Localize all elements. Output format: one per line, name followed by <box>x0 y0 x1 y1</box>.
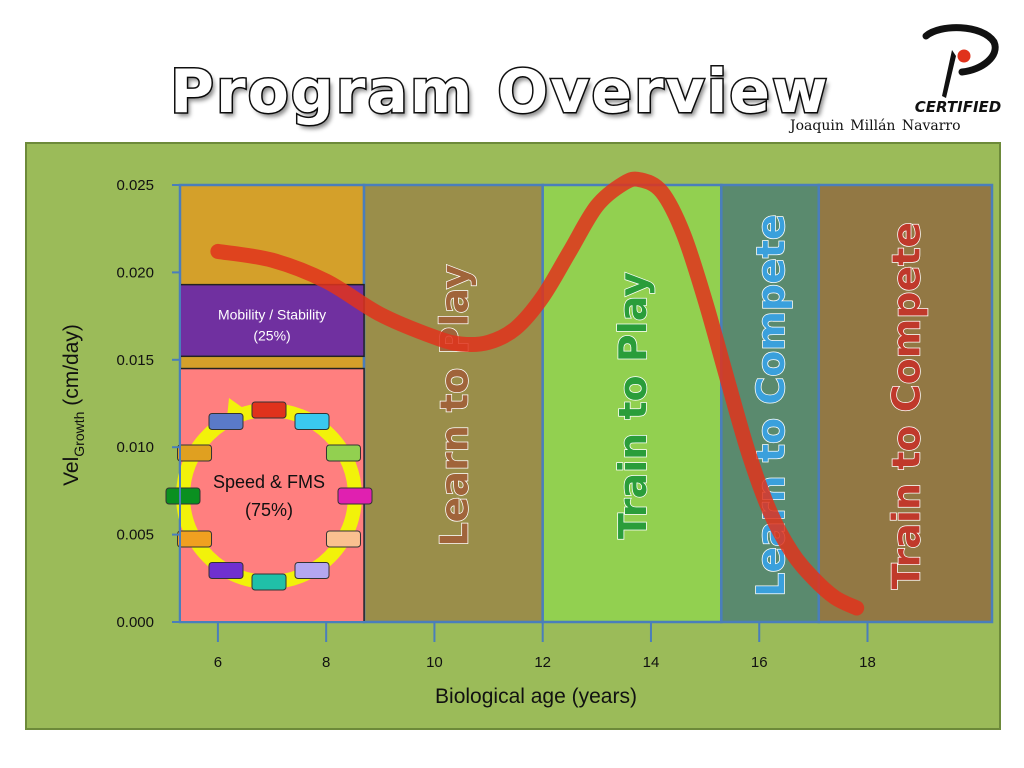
sub-block-0 <box>179 283 365 358</box>
cycle-block-3 <box>337 487 373 505</box>
cycle-block-10 <box>177 444 213 462</box>
cycle-block-11 <box>208 413 244 431</box>
cycle-block-9 <box>165 487 201 505</box>
x-tick-label-2: 10 <box>426 654 443 671</box>
y-tick-label-0: 0.000 <box>116 614 154 631</box>
y-tick-label-3: 0.015 <box>116 352 154 369</box>
stage-label-4: Train to Compete <box>884 222 928 589</box>
page-title: Program Overview <box>169 56 830 129</box>
cycle-block-6 <box>251 573 287 591</box>
cycle-block-4 <box>325 530 361 548</box>
y-tick-label-4: 0.020 <box>116 264 154 281</box>
stage-band-3 <box>720 183 821 624</box>
speed-fms-label: Speed & FMS <box>213 472 325 492</box>
author-name: Joaquin Millán Navarro <box>790 118 961 134</box>
cycle-block-8 <box>177 530 213 548</box>
stage-label-3: Learn to Compete <box>749 214 793 597</box>
stage-label-2: Train to Play <box>611 272 655 539</box>
mobility-label: Mobility / Stability <box>218 307 326 323</box>
cycle-block-0 <box>251 401 287 419</box>
speed-fms-percent: (75%) <box>245 500 293 520</box>
y-tick-label-2: 0.010 <box>116 439 154 456</box>
cycle-block-2 <box>325 444 361 462</box>
mobility-percent: (25%) <box>253 328 290 344</box>
certified-logo: CERTIFIED <box>915 24 1001 116</box>
x-tick-label-0: 6 <box>214 654 222 671</box>
x-tick-label-4: 14 <box>643 654 660 671</box>
x-tick-label-6: 18 <box>859 654 876 671</box>
cycle-block-7 <box>208 561 244 579</box>
growth-curve <box>210 171 865 616</box>
y-tick-label-1: 0.005 <box>116 527 154 544</box>
cycle-block-1 <box>294 413 330 431</box>
x-tick-label-5: 16 <box>751 654 768 671</box>
x-axis-title: Biological age (years) <box>435 685 637 708</box>
stage-label-1: Learn to Play <box>432 264 476 547</box>
x-tick-label-1: 8 <box>322 654 330 671</box>
cycle-arrow-head <box>227 398 243 418</box>
y-tick-label-5: 0.025 <box>116 177 154 194</box>
x-tick-label-3: 12 <box>534 654 551 671</box>
y-axis-title: VelGrowth (cm/day) <box>60 324 87 486</box>
cycle-block-5 <box>294 561 330 579</box>
logo-text: CERTIFIED <box>915 98 1001 116</box>
stage-band-4 <box>817 183 994 624</box>
